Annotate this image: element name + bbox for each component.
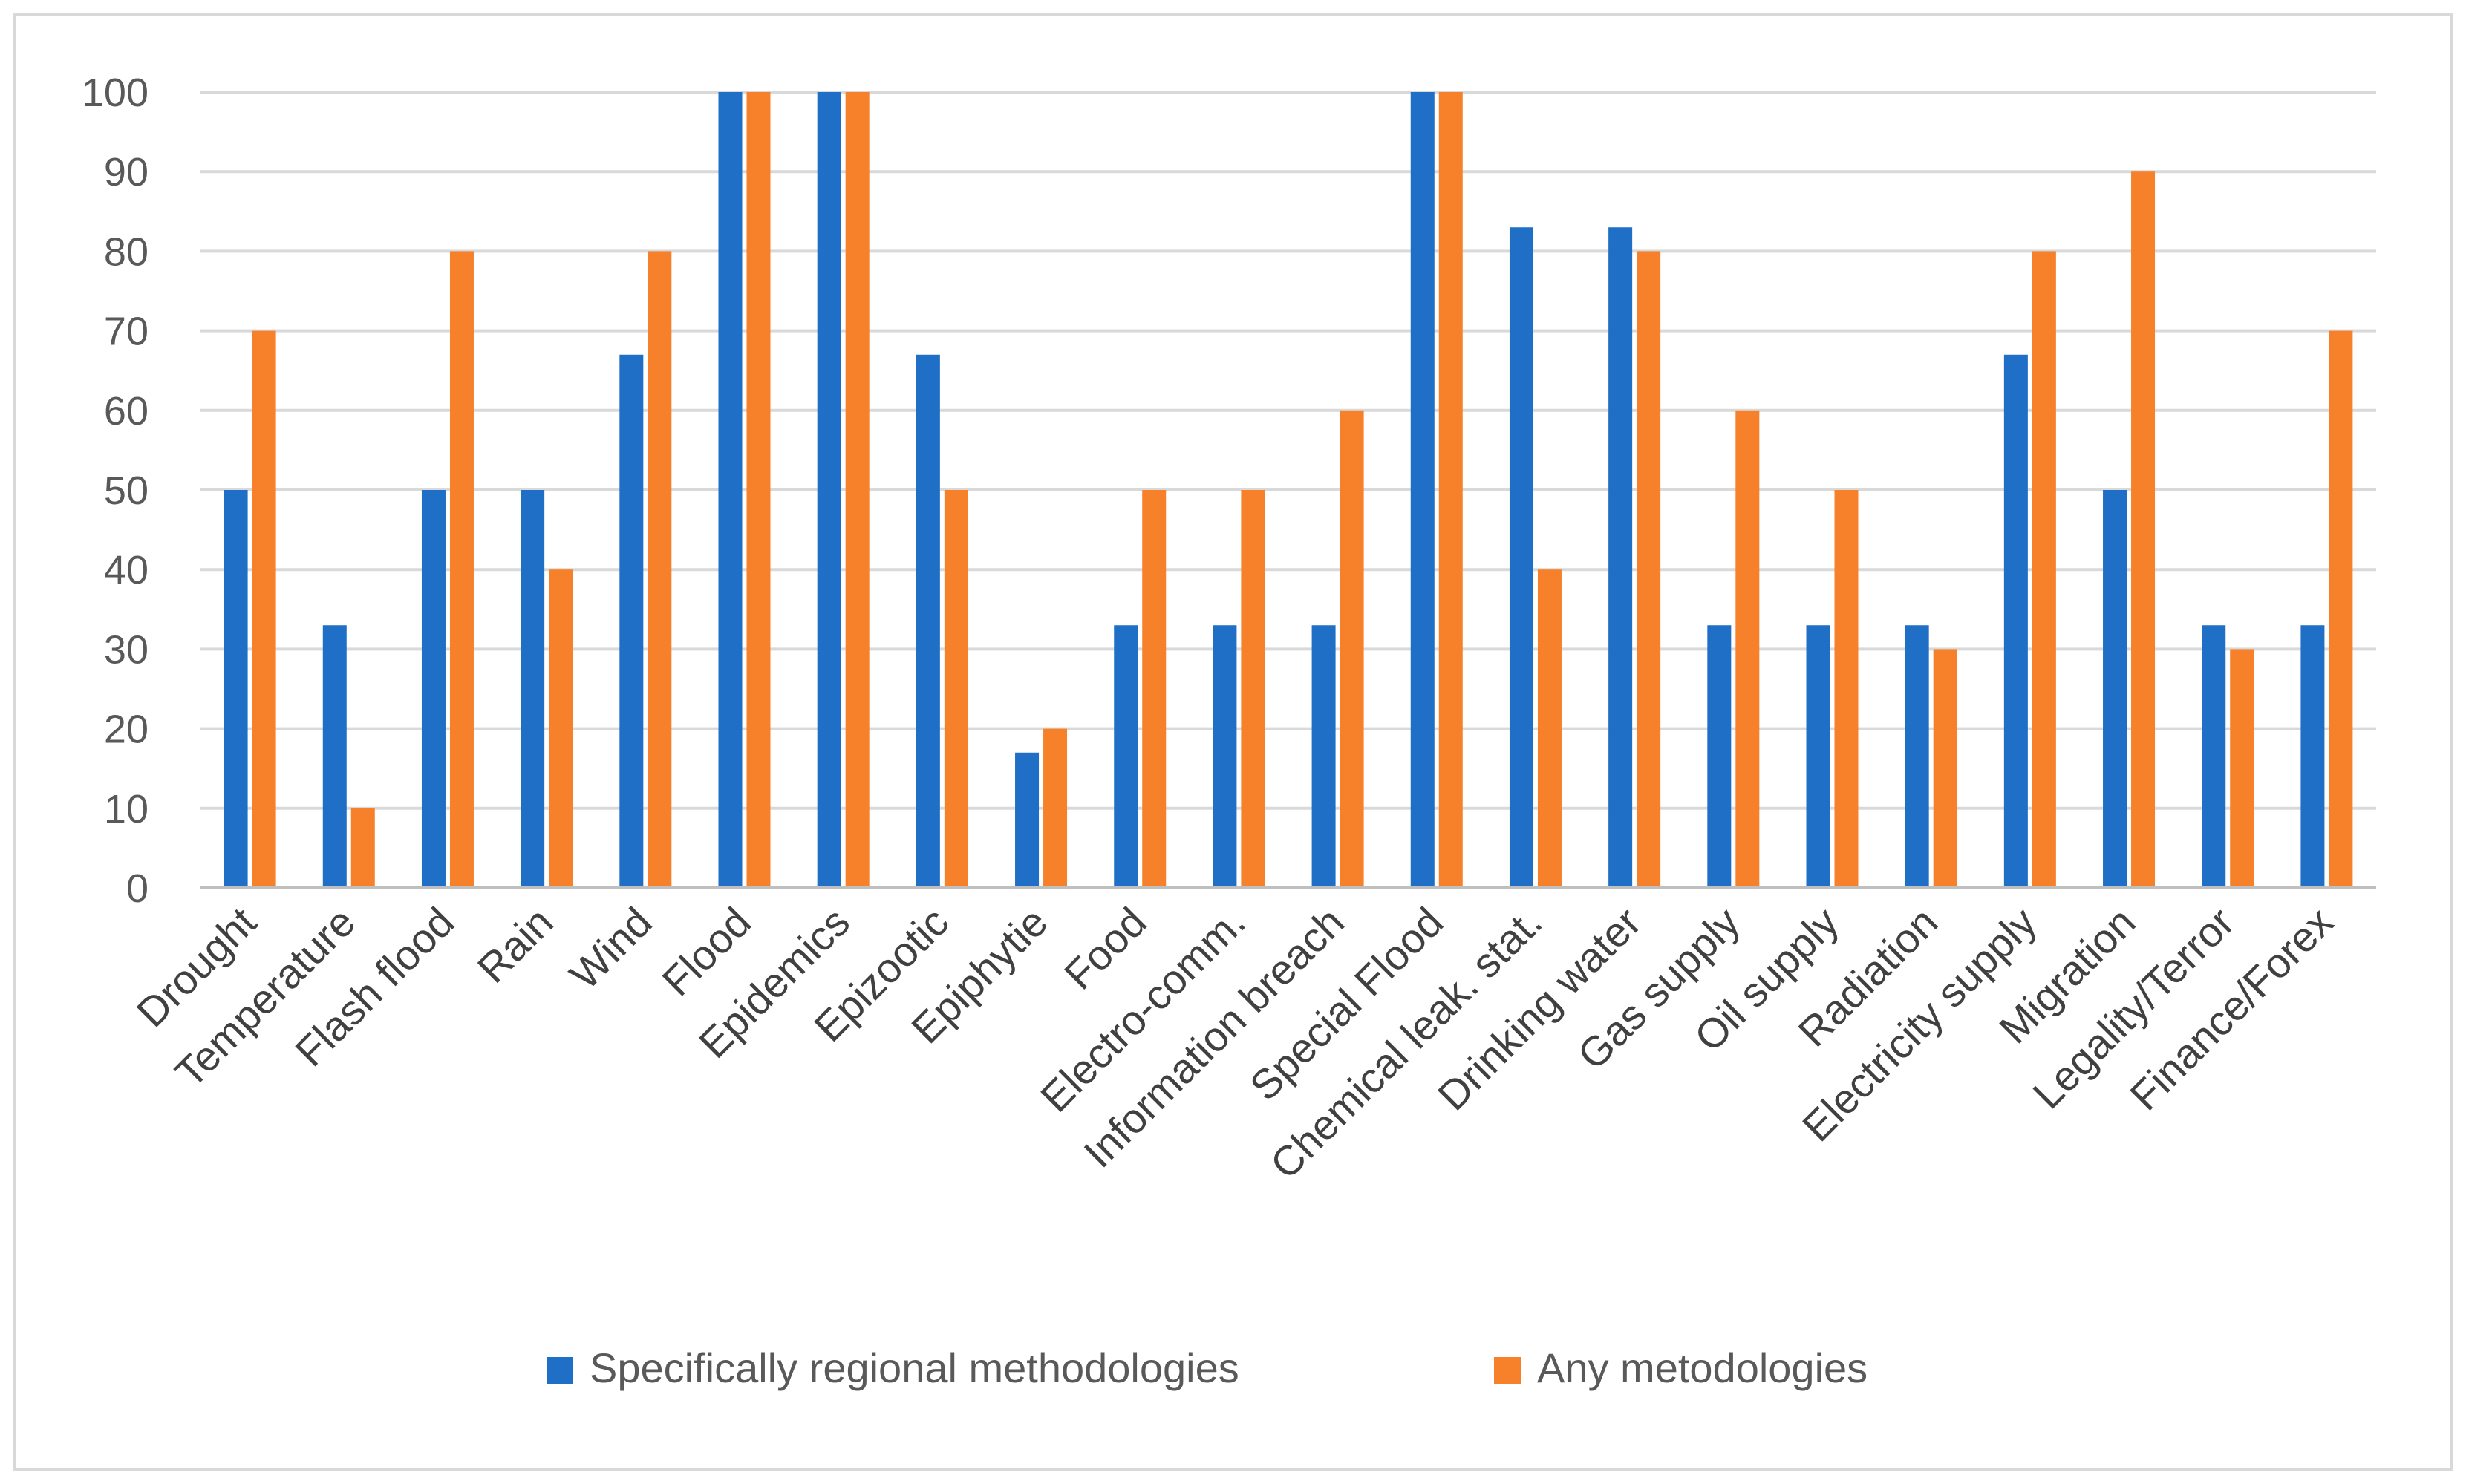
y-tick-label-50: 50: [104, 468, 149, 513]
bar-any-7: [944, 490, 968, 888]
bar-any-19: [2131, 171, 2156, 888]
bar-any-17: [1933, 649, 1957, 888]
legend-swatch-any: [1494, 1357, 1521, 1384]
bar-regional-8: [1015, 752, 1040, 888]
bar-any-1: [350, 808, 375, 888]
bar-any-21: [2329, 330, 2353, 889]
bar-regional-19: [2103, 490, 2127, 888]
y-tick-label-90: 90: [104, 150, 149, 195]
y-tick-label-70: 70: [104, 310, 149, 354]
y-tick-label-40: 40: [104, 548, 149, 592]
bar-regional-4: [619, 354, 644, 888]
bar-regional-11: [1311, 625, 1336, 888]
category-label-3: Rain: [469, 898, 562, 992]
bar-regional-20: [2202, 625, 2226, 888]
bar-any-3: [549, 569, 573, 888]
category-label-4: Wind: [561, 898, 661, 998]
bar-any-13: [1537, 569, 1562, 888]
y-tick-label-100: 100: [82, 71, 149, 115]
bar-regional-6: [817, 92, 841, 888]
bar-regional-12: [1410, 92, 1435, 888]
y-tick-label-80: 80: [104, 229, 149, 274]
bar-regional-13: [1509, 227, 1533, 888]
bar-regional-21: [2300, 625, 2325, 888]
bar-regional-7: [916, 354, 940, 888]
y-tick-label-60: 60: [104, 389, 149, 434]
bar-regional-10: [1213, 625, 1237, 888]
legend-label-regional: Specifically regional methodologies: [590, 1344, 1239, 1391]
bar-regional-16: [1806, 625, 1830, 888]
y-tick-label-20: 20: [104, 707, 149, 752]
bar-any-5: [746, 92, 771, 888]
bar-any-18: [2032, 251, 2056, 888]
bar-regional-0: [224, 490, 248, 888]
legend-item-any: Any metodologies: [1494, 1344, 1868, 1391]
bar-regional-18: [2003, 354, 2028, 888]
bar-regional-2: [421, 490, 446, 888]
bar-regional-15: [1707, 625, 1732, 888]
bar-any-8: [1043, 728, 1068, 888]
y-tick-label-30: 30: [104, 627, 149, 672]
bar-any-15: [1735, 410, 1760, 888]
legend: Specifically regional methodologies Any m…: [547, 1344, 1868, 1391]
bar-regional-9: [1114, 625, 1138, 888]
legend-label-any: Any metodologies: [1537, 1344, 1868, 1391]
bar-regional-1: [322, 625, 347, 888]
bar-any-20: [2230, 649, 2254, 888]
bar-any-6: [845, 92, 870, 888]
bars: [224, 92, 2353, 889]
legend-item-regional: Specifically regional methodologies: [547, 1344, 1239, 1391]
bar-any-11: [1340, 410, 1364, 888]
y-tick-label-10: 10: [104, 787, 149, 831]
bar-any-0: [252, 330, 276, 889]
bar-any-16: [1834, 490, 1859, 888]
bar-regional-14: [1608, 227, 1633, 888]
bar-regional-17: [1905, 625, 1929, 888]
bar-any-9: [1142, 490, 1167, 888]
bar-any-4: [648, 251, 672, 888]
bar-any-10: [1241, 490, 1265, 888]
y-tick-label-0: 0: [126, 866, 149, 911]
y-axis-tick-labels: 0 10 20 30 40 50 60 70 80 90 100: [82, 71, 149, 911]
legend-swatch-regional: [547, 1357, 573, 1384]
bar-any-12: [1438, 92, 1463, 888]
bar-any-14: [1637, 251, 1661, 888]
bar-regional-3: [521, 490, 545, 888]
bar-regional-5: [718, 92, 743, 888]
bar-any-2: [449, 251, 474, 888]
